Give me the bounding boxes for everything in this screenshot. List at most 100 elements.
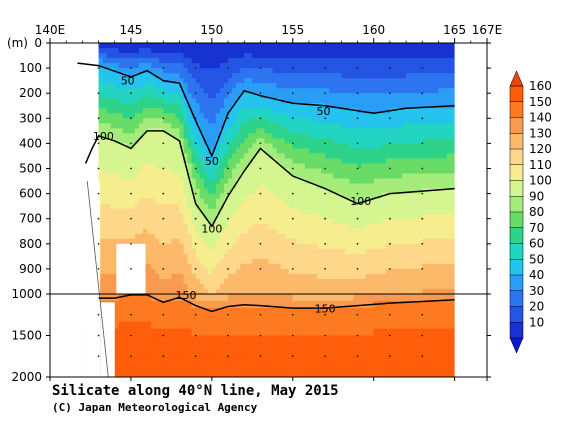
field-cell	[365, 128, 371, 134]
field-cell	[256, 78, 262, 84]
field-cell	[236, 58, 241, 64]
field-cell	[365, 198, 371, 205]
field-cell	[385, 328, 391, 337]
field-cell	[199, 218, 205, 225]
field-cell	[260, 228, 266, 235]
field-cell	[321, 203, 326, 210]
field-cell	[134, 300, 140, 309]
field-cell	[240, 228, 245, 235]
field-cell	[155, 193, 160, 200]
field-cell	[244, 198, 249, 205]
field-cell	[106, 53, 112, 59]
field-cell	[349, 68, 355, 74]
field-cell	[207, 203, 213, 210]
field-cell	[345, 300, 351, 309]
field-cell	[385, 133, 391, 139]
field-cell	[207, 283, 213, 290]
field-cell	[211, 178, 217, 185]
field-cell	[236, 103, 241, 109]
field-cell	[337, 198, 342, 205]
field-cell	[223, 103, 229, 109]
field-cell	[393, 356, 399, 364]
field-cell	[345, 58, 351, 64]
field-cell	[147, 268, 152, 275]
field-cell	[126, 307, 132, 316]
field-cell	[304, 278, 310, 285]
field-cell	[317, 173, 322, 180]
field-cell	[244, 213, 249, 220]
field-cell	[199, 328, 205, 337]
field-cell	[300, 98, 306, 104]
field-cell	[147, 208, 152, 215]
field-cell	[325, 228, 330, 235]
field-cell	[272, 198, 278, 205]
field-cell	[252, 208, 257, 215]
field-cell	[139, 208, 144, 215]
field-cell	[402, 128, 407, 134]
field-cell	[106, 243, 112, 250]
field-cell	[288, 198, 294, 205]
field-cell	[377, 83, 383, 89]
field-cell	[195, 73, 201, 79]
field-cell	[252, 307, 257, 316]
field-cell	[191, 278, 197, 285]
field-cell	[337, 228, 342, 235]
field-cell	[203, 158, 209, 165]
field-cell	[122, 133, 128, 139]
field-cell	[199, 153, 205, 160]
field-cell	[361, 342, 367, 350]
field-cell	[325, 43, 330, 49]
field-cell	[147, 83, 152, 89]
field-cell	[134, 203, 140, 210]
field-cell	[122, 48, 128, 54]
field-cell	[155, 356, 160, 364]
field-cell	[139, 342, 144, 350]
field-cell	[292, 178, 298, 185]
field-cell	[236, 294, 241, 302]
field-cell	[329, 163, 334, 170]
field-cell	[357, 294, 363, 302]
field-cell	[341, 335, 346, 344]
field-cell	[377, 158, 383, 165]
field-cell	[393, 288, 399, 295]
field-cell	[122, 238, 128, 245]
field-cell	[337, 108, 342, 114]
field-cell	[223, 78, 229, 84]
field-cell	[236, 98, 241, 104]
field-cell	[349, 218, 355, 225]
field-cell	[317, 138, 322, 144]
field-cell	[381, 93, 387, 99]
field-cell	[248, 208, 253, 215]
field-cell	[268, 123, 274, 129]
field-cell	[252, 213, 257, 220]
field-cell	[203, 268, 209, 275]
field-cell	[365, 321, 371, 330]
field-cell	[102, 113, 108, 119]
field-cell	[248, 203, 253, 210]
field-cell	[163, 168, 168, 175]
field-cell	[228, 253, 233, 260]
field-cell	[155, 163, 160, 170]
field-cell	[317, 258, 322, 265]
field-cell	[397, 208, 403, 215]
field-cell	[244, 307, 249, 316]
field-cell	[215, 133, 221, 139]
field-cell	[341, 238, 346, 245]
field-cell	[337, 208, 342, 215]
field-cell	[313, 288, 318, 295]
field-cell	[317, 133, 322, 139]
field-cell	[260, 53, 266, 59]
field-cell	[232, 73, 237, 79]
field-cell	[114, 335, 120, 344]
field-cell	[353, 233, 359, 240]
field-cell	[317, 153, 322, 160]
field-cell	[171, 68, 177, 74]
field-cell	[114, 370, 120, 377]
field-cell	[203, 83, 209, 89]
field-cell	[143, 148, 148, 155]
field-cell	[397, 198, 403, 205]
field-cell	[171, 203, 177, 210]
field-cell	[163, 300, 168, 309]
field-cell	[325, 258, 330, 265]
field-cell	[313, 133, 318, 139]
